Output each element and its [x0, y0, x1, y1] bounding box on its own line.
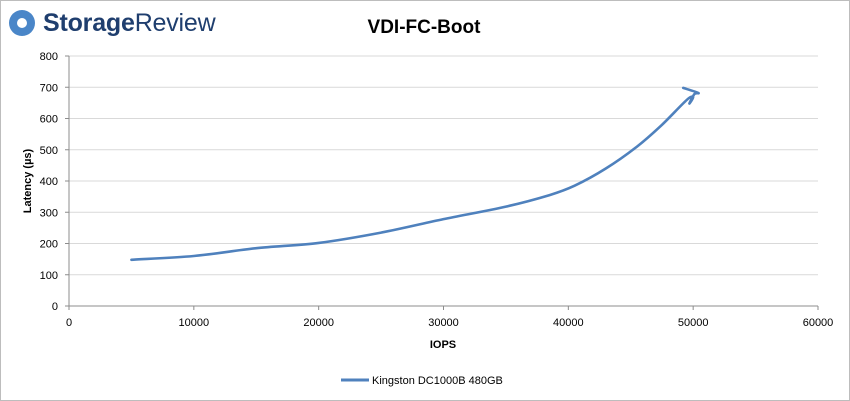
y-tick-label-800: 800 — [40, 51, 58, 63]
x-tick-label-10000: 10000 — [179, 317, 210, 329]
x-tick-label-30000: 30000 — [428, 317, 459, 329]
y-tick-label-200: 200 — [40, 239, 58, 251]
y-axis-label: Latency (µs) — [22, 148, 34, 213]
y-tick-label-300: 300 — [40, 207, 58, 219]
legend: Kingston DC1000B 480GB — [341, 375, 503, 387]
y-tick-label-400: 400 — [40, 176, 58, 188]
x-tick-label-60000: 60000 — [803, 317, 834, 329]
logo-wordmark-regular: Review — [134, 8, 216, 37]
storagereview-logo: StorageReview — [8, 6, 216, 40]
y-tick-label-100: 100 — [40, 270, 58, 282]
logo-wordmark-bold: Storage — [43, 8, 135, 37]
y-tick-label-700: 700 — [40, 82, 58, 94]
y-tick-label-0: 0 — [52, 301, 58, 313]
gridlines — [69, 55, 818, 276]
x-tick-label-50000: 50000 — [678, 317, 709, 329]
series-group — [130, 86, 700, 262]
storagereview-logo-icon — [9, 10, 35, 36]
x-tick-label-0: 0 — [66, 317, 72, 329]
y-tick-label-600: 600 — [40, 114, 58, 126]
legend-label: Kingston DC1000B 480GB — [372, 375, 503, 387]
y-tick-label-500: 500 — [40, 145, 58, 157]
series-line-0 — [130, 86, 700, 262]
x-tick-label-40000: 40000 — [553, 317, 584, 329]
x-tick-label-20000: 20000 — [303, 317, 334, 329]
x-axis-label: IOPS — [430, 339, 456, 351]
chart-title: VDI-FC-Boot — [368, 17, 482, 38]
x-axis-ticks: 0 10000 20000 30000 40000 50000 60000 — [66, 306, 833, 329]
y-axis-ticks: 0 100 200 300 400 500 600 700 800 — [40, 51, 69, 313]
logo-wordmark: StorageReview — [43, 8, 216, 38]
